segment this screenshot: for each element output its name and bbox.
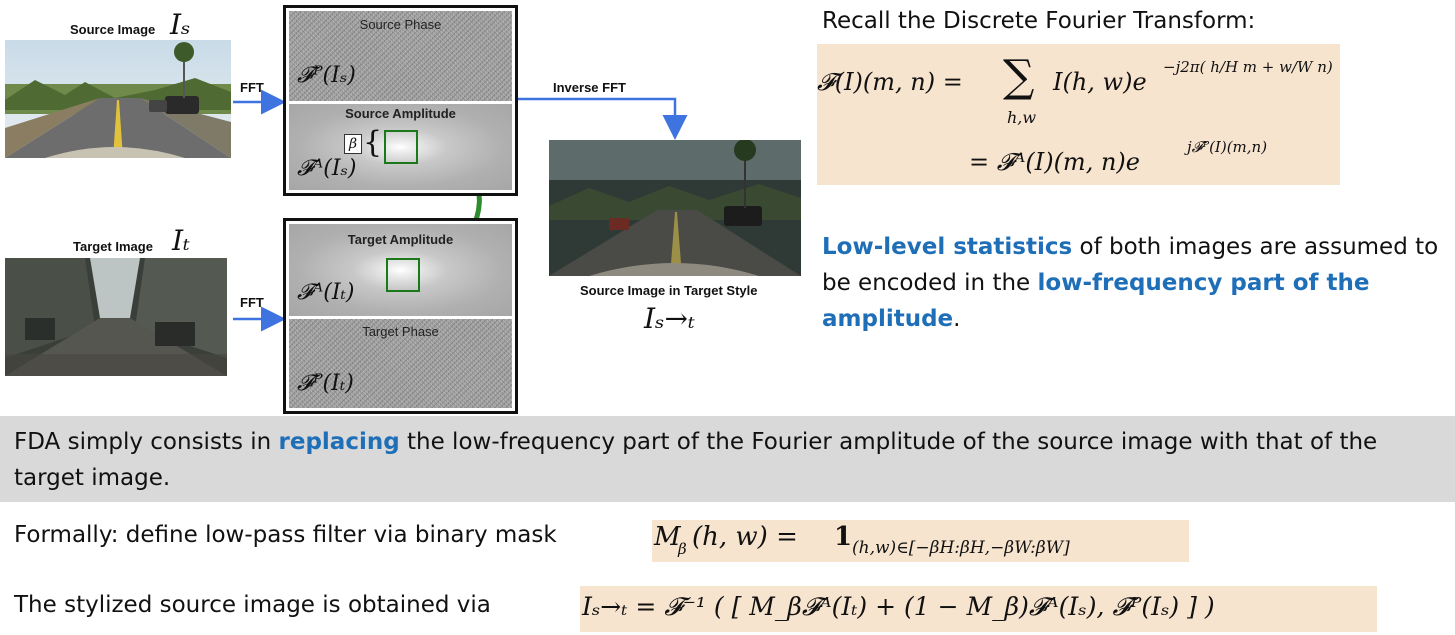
source-spectrum-box: Source Phase 𝓕ᴾ(Iₛ) Source Amplitude β {… [283,5,518,196]
mask-args: (h, w) = [692,522,798,552]
stylized-formula: Iₛ→ₜ = 𝓕⁻¹ ( [ M_β𝓕ᴬ(Iₜ) + (1 − M_β)𝓕ᴬ(I… [582,592,1215,621]
target-image-symbol: Iₜ [172,224,190,257]
formal-label: Formally: define low-pass filter via bin… [14,522,557,548]
fft-label-top: FFT [240,80,264,95]
stylized-label: The stylized source image is obtained vi… [14,592,491,618]
dft-line2: = 𝓕ᴬ(I)(m, n)e [969,148,1140,176]
beta-brace: { [363,125,383,160]
dft-heading: Recall the Discrete Fourier Transform: [822,8,1256,34]
statistics-text-middle: of both images are assumed to be encoded… [822,234,1439,296]
mask-indicator-one: 1 [834,522,853,552]
target-amplitude-math: 𝓕ᴬ(Iₜ) [297,280,355,305]
mask-m: M [654,522,681,552]
dft-sum-sub: h,w [1007,108,1037,127]
fft-label-bottom: FFT [240,295,264,310]
source-phase-panel: Source Phase 𝓕ᴾ(Iₛ) [289,11,512,101]
source-amplitude-title: Source Amplitude [345,106,456,121]
statistics-text-end: . [953,306,961,332]
source-image [5,40,231,158]
low-frequency-highlight: low-frequency part of the amplitude [822,270,1370,332]
source-image-symbol: Iₛ [170,8,191,41]
dft-line1-lhs: 𝓕(I)(m, n) = [817,68,963,96]
stylized-formula-block: Iₛ→ₜ = 𝓕⁻¹ ( [ M_β𝓕ᴬ(Iₜ) + (1 − M_β)𝓕ᴬ(I… [580,586,1377,632]
target-spectrum-box: Target Amplitude 𝓕ᴬ(Iₜ) Target Phase 𝓕ᴾ(… [283,218,518,414]
source-phase-title: Source Phase [359,17,442,32]
dft-line1-rhs: I(h, w)e [1053,68,1147,96]
inverse-fft-label: Inverse FFT [553,80,626,95]
source-amplitude-math: 𝓕ᴬ(Iₛ) [297,156,357,181]
output-stylized-image [549,140,801,276]
summary-text-start: FDA simply consists in [14,429,279,455]
target-phase-panel: Target Phase 𝓕ᴾ(Iₜ) [289,319,512,408]
mask-indicator-sub: (h,w)∈[−βH:βH,−βW:βW] [852,538,1070,558]
source-lowfreq-square [384,130,418,164]
mask-formula-block: M β (h, w) = 1 (h,w)∈[−βH:βH,−βW:βW] [652,520,1189,562]
dft-sum: ∑ [1003,51,1035,102]
source-phase-math: 𝓕ᴾ(Iₛ) [297,63,356,88]
target-phase-title: Target Phase [362,324,439,339]
replacing-highlight: replacing [278,429,400,455]
beta-label: β [344,134,362,154]
target-image [5,258,227,376]
output-image-label: Source Image in Target Style [580,283,758,298]
summary-text: FDA simply consists in replacing the low… [14,424,1444,496]
dft-formula-block: 𝓕(I)(m, n) = ∑ h,w I(h, w)e −j2π( h/H m … [817,44,1340,185]
source-image-label: Source Image [70,22,156,37]
mask-m-sub: β [678,540,687,558]
summary-band [0,416,1455,502]
inverse-fft-arrow [516,97,688,140]
target-image-label: Target Image [73,239,153,254]
target-amplitude-title: Target Amplitude [347,232,454,247]
output-image-symbol: Iₛ→ₜ [644,302,695,335]
statistics-paragraph: Low-level statistics of both images are … [822,229,1447,337]
dft-line1-exp: −j2π( h/H m + w/W n) [1163,58,1333,76]
target-lowfreq-square [386,258,420,292]
source-amplitude-panel: Source Amplitude β { 𝓕ᴬ(Iₛ) [289,104,512,190]
target-amplitude-panel: Target Amplitude 𝓕ᴬ(Iₜ) [289,224,512,316]
low-level-statistics-highlight: Low-level statistics [822,234,1073,260]
target-phase-math: 𝓕ᴾ(Iₜ) [297,371,354,396]
dft-line2-exp: j𝓕ᴾ(I)(m,n) [1187,138,1268,156]
summary-text-end: the low-frequency part of the Fourier am… [14,429,1378,491]
